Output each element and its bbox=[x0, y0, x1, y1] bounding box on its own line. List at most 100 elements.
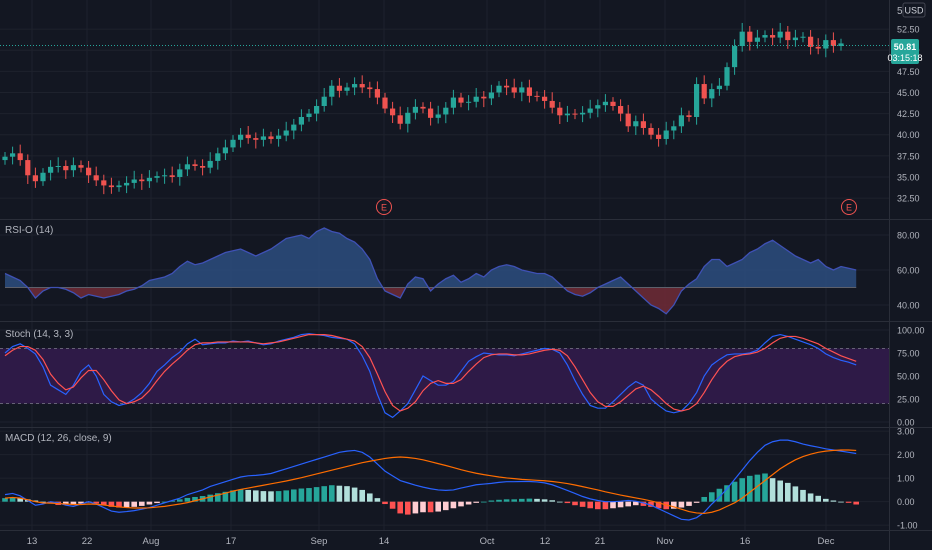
macd-histogram-bar bbox=[344, 486, 350, 502]
candle-body bbox=[610, 101, 616, 107]
macd-histogram-bar bbox=[275, 491, 282, 502]
macd-histogram-bar bbox=[169, 500, 175, 502]
candle-body bbox=[283, 130, 289, 136]
candle-body bbox=[298, 116, 304, 125]
macd-histogram-bar bbox=[184, 497, 191, 502]
macd-histogram-bar bbox=[367, 493, 373, 502]
macd-histogram-bar bbox=[161, 501, 168, 503]
candle-body bbox=[367, 87, 373, 90]
macd-histogram-bar bbox=[2, 498, 8, 502]
macd-panel[interactable]: MACD (12, 26, close, 9) 3.00 2.00 1.00 0.00… bbox=[2, 427, 918, 531]
rsi-line bbox=[4, 227, 857, 315]
rsi-panel[interactable]: RSI-O (14) 80.00 60.00 40.00 bbox=[4, 225, 920, 315]
candle-body bbox=[587, 108, 593, 113]
candle-body bbox=[526, 87, 532, 96]
macd-histogram-bar bbox=[845, 501, 852, 503]
macd-histogram-bar bbox=[17, 498, 23, 502]
candle-body bbox=[671, 126, 677, 131]
axis-tick-label: 60.00 bbox=[897, 266, 920, 276]
earnings-marker[interactable]: E bbox=[376, 199, 392, 215]
earnings-marker[interactable]: E bbox=[841, 199, 857, 215]
axis-tick-label: 100.00 bbox=[897, 326, 925, 336]
candle-body bbox=[785, 31, 791, 41]
macd-histogram-bar bbox=[313, 487, 320, 502]
candle-body bbox=[48, 166, 54, 173]
macd-histogram-bar bbox=[602, 501, 609, 510]
time-axis-label: 17 bbox=[226, 536, 237, 547]
candle-body bbox=[701, 84, 707, 99]
rsi-above-fill bbox=[5, 228, 857, 288]
macd-histogram-bar bbox=[564, 501, 571, 504]
candle-body bbox=[108, 185, 114, 188]
macd-histogram-bar bbox=[640, 501, 647, 506]
macd-histogram-bar bbox=[283, 490, 289, 502]
macd-histogram-bar bbox=[701, 496, 707, 502]
time-axis-label: 14 bbox=[379, 536, 390, 547]
earnings-marker-label: E bbox=[846, 203, 852, 213]
macd-histogram-bar bbox=[405, 501, 411, 515]
macd-axis: 3.00 2.00 1.00 0.00 -1.00 bbox=[897, 427, 918, 531]
rsi-axis: 80.00 60.00 40.00 bbox=[897, 231, 920, 311]
candle-body bbox=[131, 179, 137, 183]
macd-histogram-bar bbox=[610, 501, 616, 509]
time-axis-label: Dec bbox=[818, 536, 835, 547]
macd-histogram-bar bbox=[617, 501, 624, 508]
candle-body bbox=[17, 153, 23, 161]
macd-histogram-bar bbox=[260, 491, 267, 502]
candle-body bbox=[306, 113, 312, 117]
macd-histogram-bar bbox=[291, 489, 297, 502]
candle-body bbox=[124, 182, 130, 186]
macd-histogram-bar bbox=[139, 501, 145, 506]
candle-body bbox=[595, 105, 601, 109]
macd-histogram-bar bbox=[769, 478, 776, 502]
stoch-axis: 100.00 75.00 50.00 25.00 0.00 bbox=[897, 326, 925, 428]
macd-histogram-bar bbox=[382, 501, 388, 505]
macd-histogram-bar bbox=[93, 501, 99, 504]
axis-tick-label: 0.00 bbox=[897, 497, 915, 507]
candle-body bbox=[374, 89, 380, 98]
candle-body bbox=[207, 160, 213, 168]
macd-histogram bbox=[2, 473, 859, 515]
candle-body bbox=[139, 179, 145, 182]
macd-histogram-bar bbox=[511, 499, 517, 502]
time-axis-label: Aug bbox=[143, 536, 160, 547]
current-price-badge: 50.81 03:15:18 bbox=[887, 39, 923, 64]
time-axis-label: Oct bbox=[480, 536, 495, 547]
macd-histogram-bar bbox=[321, 486, 327, 502]
candle-body bbox=[694, 84, 700, 117]
candle-body bbox=[443, 107, 449, 115]
candle-body bbox=[762, 35, 768, 38]
macd-histogram-bar bbox=[268, 491, 274, 502]
macd-histogram-bar bbox=[838, 501, 844, 503]
macd-histogram-bar bbox=[245, 489, 251, 502]
axis-tick-label: 25.00 bbox=[897, 395, 920, 405]
stoch-legend-title: Stoch (14, 3, 3) bbox=[5, 329, 73, 340]
candle-body bbox=[557, 107, 563, 116]
rsi-legend-title: RSI-O (14) bbox=[5, 225, 53, 236]
stoch-line-d bbox=[4, 334, 857, 412]
macd-histogram-bar bbox=[815, 495, 821, 502]
stoch-panel[interactable]: Stoch (14, 3, 3) 100.00 75.00 50.00 25.00 0.… bbox=[0, 326, 925, 428]
candle-body bbox=[146, 177, 152, 182]
candle-body bbox=[428, 108, 434, 118]
macd-histogram-bar bbox=[709, 492, 715, 502]
macd-histogram-bar bbox=[625, 501, 631, 507]
candle-body bbox=[481, 96, 487, 99]
time-axis[interactable]: 13 22 Aug 17 Sep 14 Oct 12 21 Nov 16 Dec bbox=[27, 536, 835, 547]
macd-histogram-bar bbox=[412, 501, 419, 514]
macd-histogram-bar bbox=[63, 501, 69, 505]
macd-histogram-bar bbox=[230, 490, 236, 502]
price-panel[interactable]: E E 52.5050.0047.5045.0042.5040.0037.503… bbox=[0, 2, 926, 215]
macd-histogram-bar bbox=[359, 489, 365, 502]
macd-histogram-bar bbox=[731, 481, 738, 502]
candle-body bbox=[724, 67, 730, 86]
candle-body bbox=[792, 37, 798, 41]
macd-histogram-bar bbox=[215, 493, 221, 502]
candle-body bbox=[359, 84, 365, 88]
candle-body bbox=[618, 106, 624, 114]
candle-body bbox=[397, 115, 403, 124]
macd-histogram-bar bbox=[177, 499, 183, 502]
macd-histogram-bar bbox=[329, 485, 335, 502]
currency-button[interactable]: USD bbox=[902, 2, 926, 18]
